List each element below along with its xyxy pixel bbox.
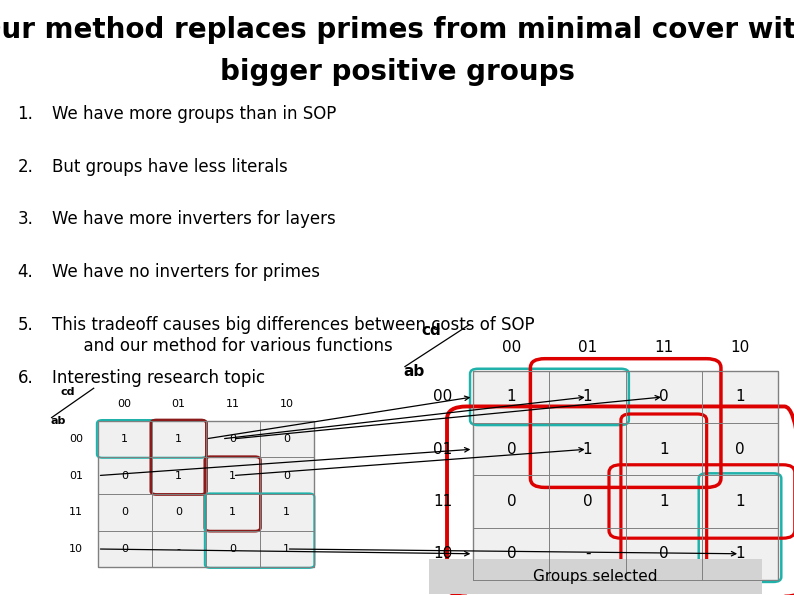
Text: This tradeoff causes big differences between costs of SOP
      and our method f: This tradeoff causes big differences bet… (52, 316, 534, 355)
Text: 1: 1 (583, 441, 592, 457)
Text: 00: 00 (118, 399, 132, 409)
Text: 00: 00 (502, 340, 521, 355)
Text: 10: 10 (69, 544, 83, 554)
Text: 6.: 6. (17, 369, 33, 387)
Text: 3.: 3. (17, 211, 33, 228)
Text: We have no inverters for primes: We have no inverters for primes (52, 263, 320, 281)
Text: 0: 0 (507, 494, 516, 509)
Text: ab: ab (50, 416, 65, 426)
Text: 5.: 5. (17, 316, 33, 334)
Text: 1.: 1. (17, 105, 33, 123)
Text: 0: 0 (121, 471, 128, 481)
Text: But groups have less literals: But groups have less literals (52, 158, 287, 176)
Text: 0: 0 (229, 434, 236, 444)
Text: 1: 1 (229, 471, 236, 481)
Text: -: - (176, 544, 181, 554)
Text: 1: 1 (121, 434, 128, 444)
Text: 0: 0 (659, 546, 669, 561)
Text: 4.: 4. (17, 263, 33, 281)
Text: 10: 10 (433, 546, 453, 561)
Text: 1: 1 (659, 494, 669, 509)
Text: 0: 0 (229, 544, 236, 554)
Text: 0: 0 (283, 471, 290, 481)
Text: 11: 11 (225, 399, 240, 409)
Text: We have more groups than in SOP: We have more groups than in SOP (52, 105, 336, 123)
Text: 1: 1 (735, 389, 745, 405)
Text: Groups selected: Groups selected (534, 569, 657, 584)
Bar (429, 559, 762, 594)
Text: 1: 1 (283, 544, 290, 554)
Text: cd: cd (422, 322, 441, 337)
Text: We have more inverters for layers: We have more inverters for layers (52, 211, 335, 228)
Text: 2.: 2. (17, 158, 33, 176)
Text: 11: 11 (69, 508, 83, 517)
Text: 0: 0 (121, 544, 128, 554)
Text: 01: 01 (172, 399, 186, 409)
Text: 11: 11 (433, 494, 453, 509)
Bar (473, 371, 778, 580)
Text: 0: 0 (735, 441, 745, 457)
Text: 01: 01 (433, 441, 453, 457)
Text: Our method replaces primes from minimal cover with: Our method replaces primes from minimal … (0, 15, 794, 43)
Text: 1: 1 (175, 434, 182, 444)
Text: 0: 0 (175, 508, 182, 517)
Text: 11: 11 (654, 340, 673, 355)
Text: 01: 01 (578, 340, 597, 355)
Text: 01: 01 (69, 471, 83, 481)
Text: 1: 1 (507, 389, 516, 405)
Text: 10: 10 (730, 340, 750, 355)
Text: 1: 1 (229, 508, 236, 517)
Text: cd: cd (60, 387, 75, 397)
Text: bigger positive groups: bigger positive groups (219, 58, 575, 86)
Text: 0: 0 (507, 441, 516, 457)
Text: 1: 1 (283, 508, 290, 517)
Text: 0: 0 (121, 508, 128, 517)
Text: 1: 1 (583, 389, 592, 405)
Text: 1: 1 (175, 471, 182, 481)
Text: Interesting research topic: Interesting research topic (52, 369, 264, 387)
Text: 1: 1 (659, 441, 669, 457)
Text: 00: 00 (433, 389, 453, 405)
Text: 0: 0 (659, 389, 669, 405)
Text: 1: 1 (735, 546, 745, 561)
Text: 0: 0 (507, 546, 516, 561)
Text: 00: 00 (69, 434, 83, 444)
Text: 10: 10 (279, 399, 294, 409)
Text: 0: 0 (583, 494, 592, 509)
Text: 1: 1 (735, 494, 745, 509)
Bar (98, 421, 314, 568)
Text: 0: 0 (283, 434, 290, 444)
Text: -: - (585, 546, 590, 561)
Text: ab: ab (403, 365, 425, 380)
